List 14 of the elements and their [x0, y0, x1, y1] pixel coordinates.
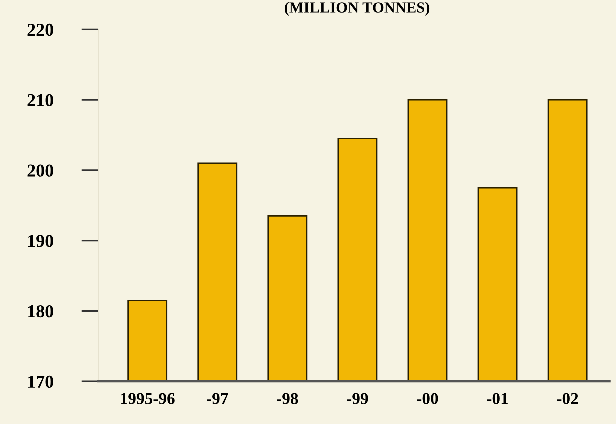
- y-tick-label: 210: [28, 94, 54, 107]
- chart-title: (MILLION TONNES): [285, 2, 430, 16]
- x-tick-label: 1995-96: [121, 393, 175, 404]
- y-tick-label: 220: [28, 24, 54, 36]
- x-tick-label: -01: [487, 393, 508, 404]
- y-tick-label: 190: [28, 235, 54, 248]
- x-tick-label: -02: [557, 393, 578, 404]
- x-tick-label: -97: [207, 393, 228, 404]
- x-tick-label: -99: [347, 393, 368, 404]
- y-tick-label: 200: [28, 164, 54, 177]
- y-tick-label: 170: [28, 376, 54, 388]
- y-tick-label: 180: [28, 305, 54, 318]
- x-tick-label: -00: [417, 393, 438, 404]
- x-tick-label: -98: [277, 393, 298, 404]
